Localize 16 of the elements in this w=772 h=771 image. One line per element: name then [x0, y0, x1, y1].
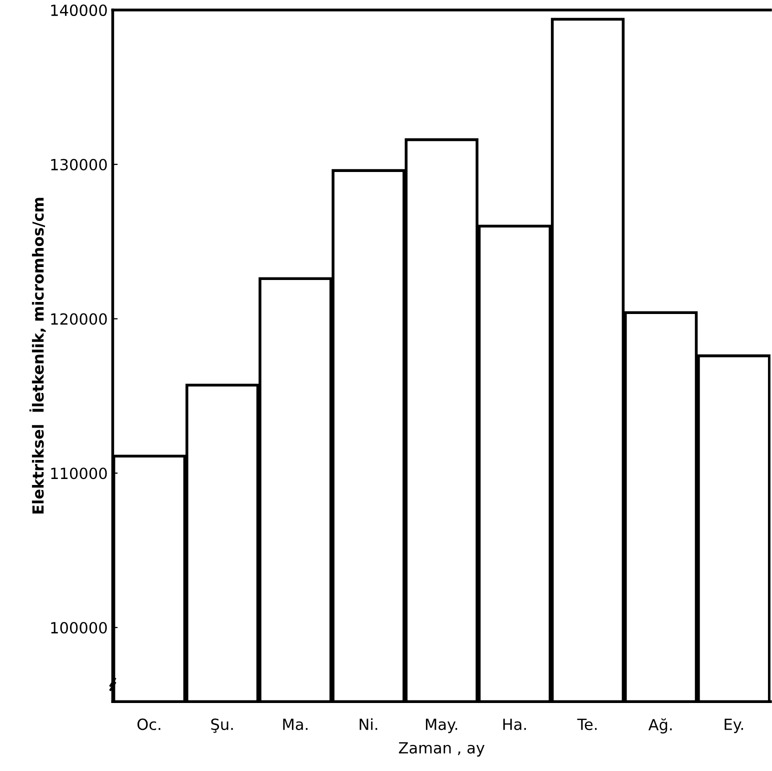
x-axis-title: Zaman , ay: [398, 742, 484, 757]
x-tick-label: Oc.: [137, 718, 160, 730]
x-tick-label: Ni.: [360, 718, 378, 730]
x-tick-label: Ha.: [503, 718, 526, 730]
y-tick-label: 110000: [51, 468, 107, 480]
y-tick-label: 100000: [51, 622, 107, 634]
x-tick-label: Ağ.: [648, 718, 672, 734]
x-tick-label: Te.: [577, 718, 597, 730]
y-axis-title: Elektriksel İletkenlik, micromhos/cm: [29, 198, 46, 514]
x-tick-label: Şu.: [211, 718, 233, 733]
y-tick-label: 120000: [51, 313, 107, 325]
y-tick-label: 130000: [51, 158, 107, 170]
x-tick-label: Ey.: [724, 718, 743, 734]
x-tick-label: Ma.: [283, 718, 308, 730]
y-tick-label: 140000: [51, 4, 107, 16]
x-tick-label: May.: [426, 718, 458, 734]
